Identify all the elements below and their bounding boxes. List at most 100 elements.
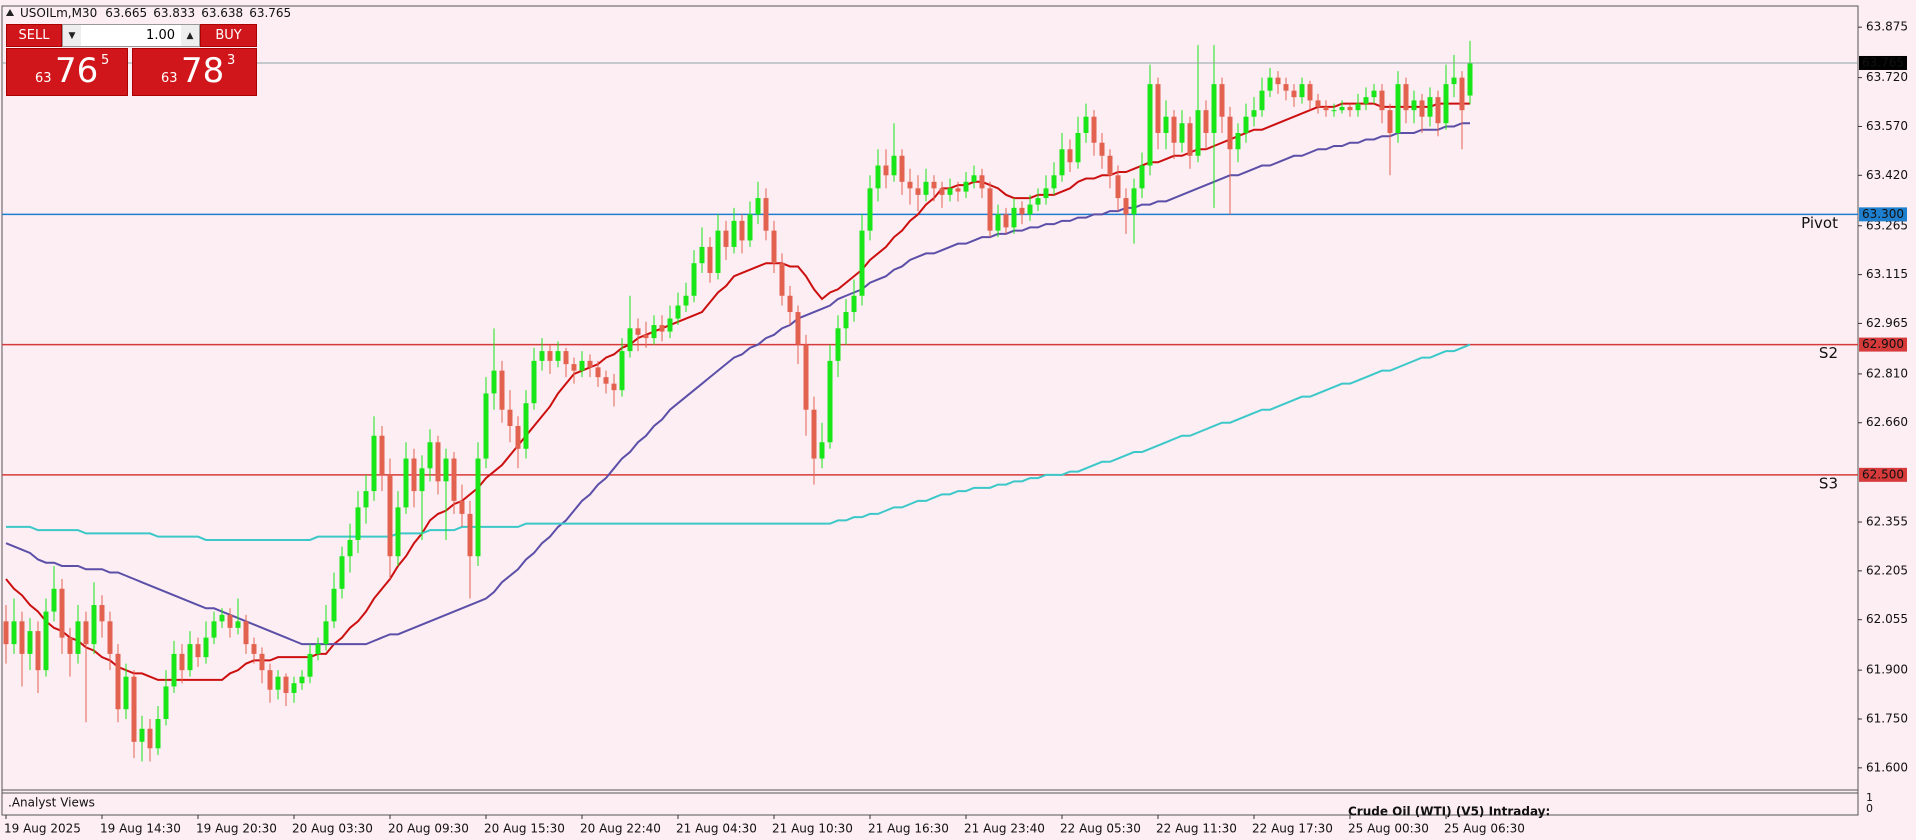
candle-body	[435, 442, 441, 482]
candle-body	[459, 500, 465, 514]
candle-body	[443, 458, 449, 482]
volume-down[interactable]: ▼	[63, 25, 81, 46]
candle-body	[747, 214, 753, 241]
candle-body	[283, 676, 289, 693]
candle-body	[115, 653, 121, 710]
candle-body	[339, 556, 345, 589]
x-tick-label: 19 Aug 20:30	[196, 822, 277, 836]
volume-up[interactable]: ▲	[181, 25, 199, 46]
level-label: 62.500	[1862, 467, 1904, 481]
x-tick-label: 21 Aug 16:30	[868, 822, 949, 836]
candle-body	[755, 198, 761, 215]
bid-quote[interactable]: 63 76 5	[6, 48, 128, 96]
candle-body	[611, 383, 617, 391]
candle-body	[3, 621, 9, 645]
candle-body	[1355, 103, 1361, 111]
candle-body	[475, 458, 481, 557]
candle-body	[947, 188, 953, 195]
candle-body	[11, 621, 17, 645]
candle-body	[1347, 106, 1353, 111]
candle-body	[587, 360, 593, 368]
candle-body	[1443, 84, 1449, 124]
level-name: S3	[1819, 474, 1838, 492]
y-tick-label: 63.265	[1866, 218, 1908, 232]
candle-body	[1411, 100, 1417, 111]
candle-body	[883, 165, 889, 176]
ask-quote[interactable]: 63 78 3	[132, 48, 257, 96]
candle-body	[1019, 207, 1025, 215]
bid-big: 63	[35, 71, 52, 86]
candle-body	[723, 230, 729, 247]
candle-body	[275, 676, 281, 690]
level-label-box	[1859, 207, 1907, 222]
candle-body	[1139, 165, 1145, 189]
symbol: USOILm,M30	[20, 6, 97, 20]
buy-button[interactable]: BUY	[200, 24, 257, 47]
x-tick-label: 20 Aug 15:30	[484, 822, 565, 836]
candle-body	[467, 513, 473, 557]
candle-body	[171, 653, 177, 687]
candle-body	[43, 611, 49, 671]
candle-body	[1403, 84, 1409, 111]
level-label-box	[1859, 337, 1907, 352]
price-label-box	[1859, 55, 1907, 70]
candle-body	[939, 188, 945, 195]
x-tick-label: 21 Aug 04:30	[676, 822, 757, 836]
sell-button[interactable]: SELL	[6, 24, 62, 47]
candle-body	[555, 351, 561, 361]
x-tick-label: 22 Aug 05:30	[1060, 822, 1141, 836]
candle-body	[771, 230, 777, 264]
candle-body	[483, 393, 489, 459]
header-high: 63.833	[153, 6, 195, 20]
trade-panel: SELL ▼ 1.00 ▲ BUY 63 76 5 63 78 3	[6, 24, 257, 96]
candle-body	[899, 155, 905, 182]
candle-body	[1155, 84, 1161, 133]
level-name: S2	[1819, 344, 1838, 362]
candle-body	[219, 614, 225, 622]
candle-body	[1259, 90, 1265, 111]
x-tick-label: 21 Aug 23:40	[964, 822, 1045, 836]
header-low: 63.638	[201, 6, 243, 20]
candle-body	[643, 334, 649, 339]
volume-value[interactable]: 1.00	[146, 28, 175, 43]
candle-body	[491, 370, 497, 394]
candle-body	[499, 370, 505, 410]
candle-body	[1339, 106, 1345, 111]
candle-body	[387, 474, 393, 557]
x-tick-label: 22 Aug 11:30	[1156, 822, 1237, 836]
candle-body	[131, 676, 137, 742]
collapse-icon[interactable]	[6, 9, 14, 16]
candle-body	[1011, 207, 1017, 228]
candle-body	[547, 351, 553, 361]
price-label: 63.765	[1862, 55, 1904, 69]
candle-body	[227, 614, 233, 628]
candle-body	[1099, 142, 1105, 156]
candle-body	[75, 621, 81, 654]
ask-big: 63	[161, 71, 178, 86]
candle-body	[1243, 116, 1249, 133]
candle-body	[835, 328, 841, 361]
candle-body	[907, 181, 913, 189]
candle-body	[715, 230, 721, 273]
y-tick-label: 62.205	[1866, 563, 1908, 577]
candle-body	[683, 295, 689, 306]
moving-average	[5, 102, 1470, 681]
candle-body	[1291, 90, 1297, 98]
candle-body	[139, 728, 145, 742]
volume-spinner[interactable]: ▼ 1.00 ▲	[62, 24, 200, 47]
candle-body	[987, 188, 993, 231]
candle-body	[811, 409, 817, 459]
candle-body	[1299, 84, 1305, 98]
x-tick-label: 20 Aug 22:40	[580, 822, 661, 836]
y-tick-label: 62.965	[1866, 316, 1908, 330]
candle-body	[1003, 214, 1009, 228]
candle-body	[51, 588, 57, 612]
candle-body	[91, 605, 97, 645]
candle-body	[1387, 110, 1393, 133]
bid-frac: 5	[101, 53, 110, 68]
candle-body	[1251, 110, 1257, 117]
candle-body	[1379, 90, 1385, 111]
candle-body	[1363, 97, 1369, 104]
candle-body	[1131, 188, 1137, 215]
